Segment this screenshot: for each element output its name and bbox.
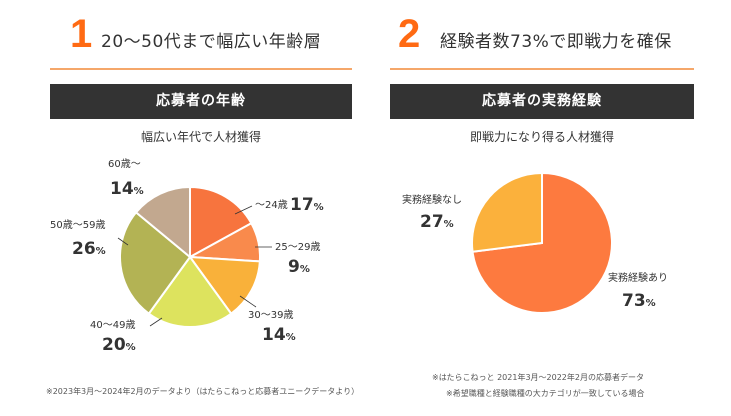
right-footnote-2: ※希望職種と経験職種の大カテゴリが一致している場合 bbox=[446, 389, 645, 398]
label-over60: 60歳～ bbox=[108, 158, 141, 170]
right-heading: 経験者数73%で即戦力を確保 bbox=[440, 32, 672, 52]
left-subtitle: 幅広い年代で人材獲得 bbox=[140, 130, 261, 144]
slice-50-59 bbox=[119, 210, 192, 316]
label-40-49: 40～49歳 bbox=[90, 319, 135, 331]
section-number-2: 2 bbox=[398, 12, 421, 56]
value-50-59: 26% bbox=[72, 239, 106, 259]
right-subtitle: 即戦力になり得る人材獲得 bbox=[469, 130, 614, 144]
slice-30-39 bbox=[187, 255, 261, 316]
value-no-experience: 27% bbox=[420, 212, 454, 232]
slice-over60 bbox=[134, 185, 191, 260]
value-30-39: 14% bbox=[262, 325, 296, 345]
value-over60: 14% bbox=[110, 179, 144, 199]
slice-no-experience bbox=[471, 171, 543, 253]
age-pie-chart: ～24歳 17% 25～29歳 9% 30～39歳 14% 40～49歳 20%… bbox=[50, 158, 324, 355]
right-divider bbox=[390, 68, 694, 70]
experience-pie-slices bbox=[471, 171, 613, 314]
leader-line-50-59 bbox=[117, 237, 129, 246]
left-divider bbox=[50, 68, 352, 70]
leader-line-under24 bbox=[234, 205, 253, 215]
experience-pie-chart: 実務経験なし 27% 実務経験あり 73% bbox=[402, 171, 668, 314]
value-with-experience: 73% bbox=[622, 291, 656, 311]
leader-line-40-49 bbox=[149, 317, 163, 327]
label-with-experience: 実務経験あり bbox=[608, 271, 668, 284]
age-pie-slices bbox=[119, 185, 261, 328]
section-number-1: 1 bbox=[70, 12, 93, 56]
left-footnote: ※2023年3月～2024年2月のデータより（はたらこねっと応募者ユニークデータ… bbox=[46, 387, 360, 396]
label-50-59: 50歳～59歳 bbox=[50, 219, 105, 231]
right-bar-title: 応募者の実務経験 bbox=[390, 84, 694, 119]
label-30-39: 30～39歳 bbox=[248, 309, 293, 321]
value-25-29: 9% bbox=[288, 257, 310, 277]
value-40-49: 20% bbox=[102, 335, 136, 355]
leader-line-30-39 bbox=[239, 295, 257, 308]
slice-under24 bbox=[189, 185, 253, 259]
left-bar-title: 応募者の年齢 bbox=[50, 84, 352, 119]
left-heading: 20～50代まで幅広い年齢層 bbox=[101, 32, 322, 52]
label-25-29: 25～29歳 bbox=[275, 241, 320, 253]
label-under24: ～24歳 bbox=[255, 199, 288, 211]
slice-40-49 bbox=[147, 255, 233, 328]
label-no-experience: 実務経験なし bbox=[402, 193, 462, 206]
value-under24: 17% bbox=[290, 195, 324, 215]
right-footnote-1: ※はたらこねっと 2021年3月～2022年2月の応募者データ bbox=[432, 373, 644, 382]
